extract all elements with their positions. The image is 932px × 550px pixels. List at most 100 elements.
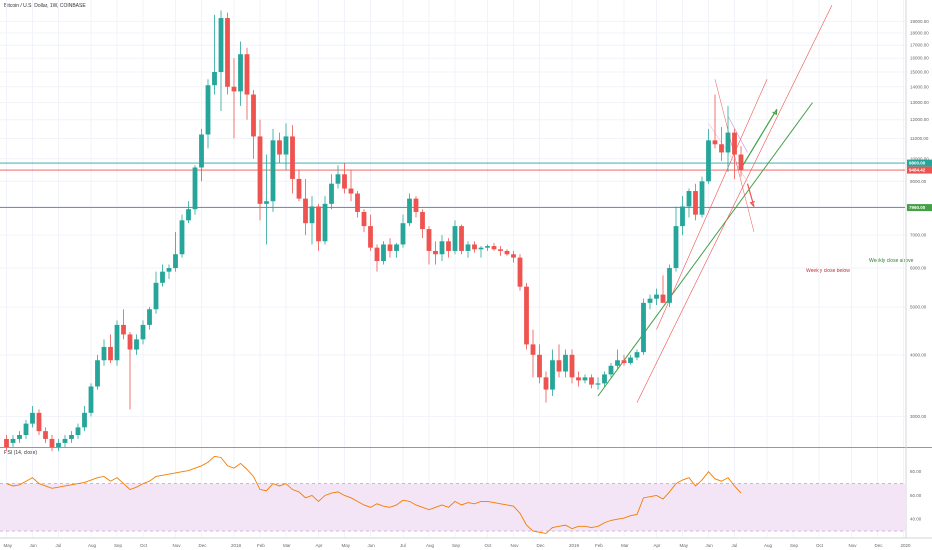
time-axis-tick-label: Apr xyxy=(316,543,324,548)
candle-body xyxy=(23,423,29,435)
candle-body xyxy=(524,286,529,345)
candle-body xyxy=(667,268,672,303)
time-axis-tick-label: Oct xyxy=(816,543,824,548)
candle-body xyxy=(160,271,165,283)
candle-body xyxy=(121,324,126,335)
candle-body xyxy=(725,132,731,153)
price-axis-tick-label: 18000.00 xyxy=(910,30,929,35)
candle-body xyxy=(4,438,9,447)
price-axis-tick-label: 11000.00 xyxy=(910,136,929,141)
time-axis-tick-label: Jul xyxy=(56,543,62,548)
rsi-axis-tick-label: 80.00 xyxy=(910,469,922,474)
price-axis-tick-label: 6000.00 xyxy=(910,266,927,271)
candle-body xyxy=(179,220,185,255)
candle-body xyxy=(400,223,406,245)
candle-body xyxy=(316,206,321,242)
candle-body xyxy=(199,134,204,168)
time-axis-tick-label: Nov xyxy=(511,543,520,548)
candle-body xyxy=(355,193,360,212)
candle-body xyxy=(140,324,146,340)
time-axis-tick-label: 2018 xyxy=(231,543,242,548)
candle-body xyxy=(446,241,451,251)
candle-body xyxy=(166,268,172,272)
candle-body xyxy=(283,136,289,155)
time-axis-tick-label: Aug xyxy=(764,543,773,548)
candle-body xyxy=(192,167,198,210)
price-axis-tick-label: 19000.00 xyxy=(910,19,929,24)
price-level-tag-label: 7960.00 xyxy=(909,205,926,210)
candle-body xyxy=(478,247,484,250)
time-axis-tick-label: May xyxy=(680,543,689,548)
candle-body xyxy=(17,434,22,439)
time-axis-tick-label: Sep xyxy=(114,543,123,548)
time-axis-tick-label: Jul xyxy=(732,543,738,548)
purple-wedge-line xyxy=(727,116,748,153)
candle-body xyxy=(602,374,607,384)
candle-body xyxy=(62,438,68,443)
annotation-weekly-close-below: Weekly close below xyxy=(806,268,850,274)
price-level-tag-label: 9800.00 xyxy=(909,161,926,166)
candle-body xyxy=(634,352,640,358)
candle-body xyxy=(218,18,224,72)
candle-body xyxy=(673,226,679,269)
time-axis-tick-label: Nov xyxy=(849,543,858,548)
time-axis-tick-label: Jun xyxy=(30,543,38,548)
time-axis-tick-label: Jun xyxy=(706,543,714,548)
rsi-band xyxy=(0,483,905,532)
time-axis-tick-label: Jun xyxy=(368,543,376,548)
candle-body xyxy=(576,377,581,381)
candle-body xyxy=(452,226,458,251)
rsi-axis-tick-label: 40.00 xyxy=(910,517,922,522)
symbol-title: Bitcoin / U.S. Dollar, 1W, COINBASE xyxy=(4,3,86,9)
time-axis-tick-label: Oct xyxy=(485,543,493,548)
time-axis-tick-label: Feb xyxy=(595,543,603,548)
price-axis-tick-label: 13000.00 xyxy=(910,100,929,105)
candle-body xyxy=(407,198,412,224)
candle-body xyxy=(621,360,627,364)
green-arrow-head xyxy=(772,109,778,116)
candle-body xyxy=(387,244,393,251)
candle-body xyxy=(654,294,659,299)
time-axis-tick-label: Dec xyxy=(537,543,546,548)
candle-body xyxy=(134,339,139,350)
candle-body xyxy=(556,360,562,372)
candle-body xyxy=(303,198,308,224)
price-axis-tick-label: 4000.00 xyxy=(910,352,927,357)
candle-body xyxy=(595,383,601,385)
candle-body xyxy=(511,254,516,258)
price-axis-tick-label: 17000.00 xyxy=(910,43,929,48)
candle-body xyxy=(569,354,575,378)
candle-body xyxy=(589,377,594,385)
price-axis-tick-label: 7000.00 xyxy=(910,233,927,238)
candle-body xyxy=(342,174,347,189)
candle-body xyxy=(212,71,217,86)
candle-body xyxy=(699,181,705,215)
rsi-line xyxy=(6,455,742,534)
candle-body xyxy=(296,178,302,199)
candle-body xyxy=(491,246,497,250)
rsi-title: RSI (14, close) xyxy=(4,450,38,456)
candle-body xyxy=(127,334,133,350)
candle-body xyxy=(69,434,74,439)
candle-body xyxy=(88,386,94,413)
candle-body xyxy=(706,140,711,182)
candle-body xyxy=(244,54,250,95)
candle-body xyxy=(114,324,120,361)
candle-body xyxy=(686,191,692,207)
candle-body xyxy=(95,360,100,387)
candle-body xyxy=(504,250,510,255)
time-axis-tick-label: Aug xyxy=(88,543,97,548)
candle-body xyxy=(582,377,588,381)
candle-body xyxy=(543,377,549,390)
candle-body xyxy=(641,302,646,353)
candle-body xyxy=(49,438,55,447)
rsi-axis-tick-label: 60.00 xyxy=(910,493,922,498)
time-axis-tick-label: Mar xyxy=(621,543,629,548)
price-level-tag-label: 9484.42 xyxy=(909,168,926,173)
price-axis-tick-label: 3000.00 xyxy=(910,414,927,419)
candle-body xyxy=(108,346,113,361)
time-axis-tick-label: Oct xyxy=(140,543,148,548)
annotation-weekly-close-above: Weekly close above xyxy=(869,258,914,264)
price-level-tag xyxy=(907,204,932,212)
